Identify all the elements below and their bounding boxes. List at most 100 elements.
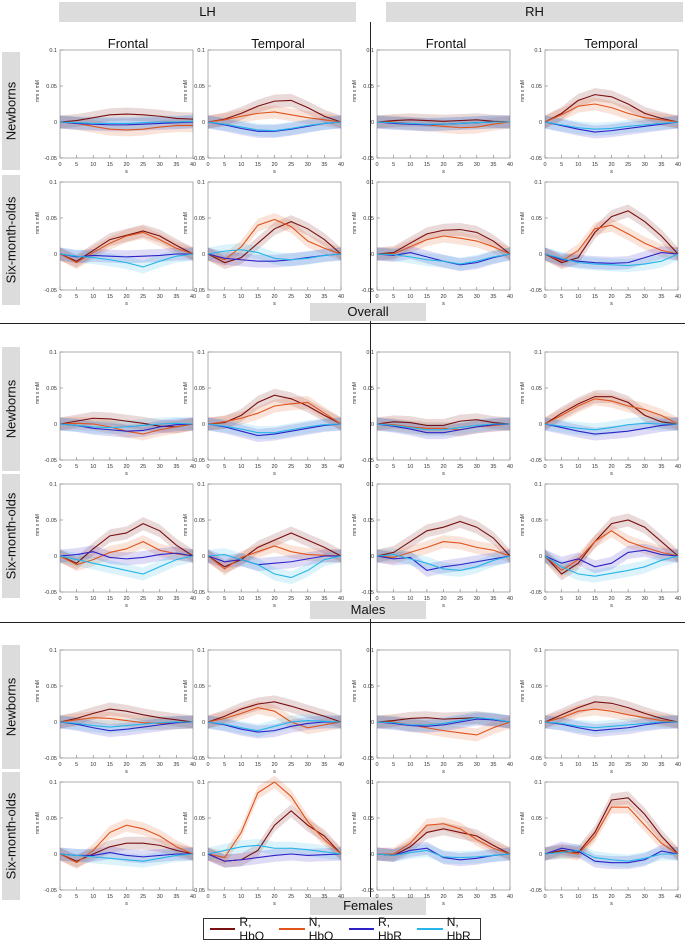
series-line: [544, 121, 679, 130]
error-band: [208, 93, 341, 129]
x-tick-label: 25: [457, 464, 463, 470]
y-tick-label: -0.05: [361, 590, 374, 596]
x-tick-label: 0: [543, 294, 546, 300]
error-band: [545, 791, 678, 861]
y-tick-label: 0.05: [46, 518, 57, 524]
x-tick-label: 15: [255, 464, 261, 470]
x-tick-label: 0: [375, 294, 378, 300]
series-line: [544, 701, 679, 723]
x-tick-label: 25: [140, 762, 146, 768]
error-band: [60, 247, 193, 264]
plot-frame: [59, 781, 194, 891]
y-axis-label: mm x mM: [520, 212, 526, 234]
y-tick-label: -0.05: [44, 590, 57, 596]
section-label-overall: Overall: [310, 303, 426, 321]
x-tick-label: 35: [490, 294, 496, 300]
x-tick-label: 5: [75, 464, 78, 470]
legend-item-n-hbo: N, HbO: [279, 915, 342, 943]
x-axis-label: s: [610, 603, 613, 609]
y-tick-label: 0: [202, 720, 205, 726]
x-axis-label: s: [125, 603, 128, 609]
x-tick-label: 30: [474, 894, 480, 900]
error-band: [60, 535, 193, 572]
x-tick-label: 20: [608, 762, 614, 768]
x-axis-label: s: [273, 301, 276, 307]
x-tick-label: 5: [75, 596, 78, 602]
x-tick-label: 15: [255, 162, 261, 168]
x-tick-label: 40: [507, 294, 513, 300]
y-axis-label: mm x mM: [183, 382, 189, 404]
legend-item-r-hbo: R, HbO: [210, 915, 273, 943]
error-band: [377, 247, 510, 271]
x-axis-label: s: [273, 901, 276, 907]
x-axis-label: s: [610, 471, 613, 477]
x-tick-label: 15: [107, 894, 113, 900]
y-tick-label: 0.05: [46, 684, 57, 690]
series-line: [544, 103, 679, 123]
x-tick-label: 15: [424, 596, 430, 602]
x-tick-label: 10: [238, 464, 244, 470]
series-line: [59, 231, 194, 264]
x-tick-label: 10: [407, 596, 413, 602]
x-axis-label: s: [442, 603, 445, 609]
x-tick-label: 40: [190, 294, 196, 300]
series-line: [59, 121, 193, 131]
x-tick-label: 15: [424, 464, 430, 470]
error-band: [545, 115, 678, 136]
y-tick-label: -0.05: [529, 156, 542, 162]
plot-frame: [59, 483, 194, 593]
y-axis-label: mm x mM: [352, 382, 358, 404]
x-tick-label: 35: [321, 762, 327, 768]
y-tick-label: -0.05: [192, 756, 205, 762]
x-tick-label: 15: [592, 294, 598, 300]
error-band: [60, 847, 193, 868]
x-axis-label: s: [442, 301, 445, 307]
y-tick-label: 0.1: [197, 648, 205, 654]
x-tick-label: 20: [271, 464, 277, 470]
y-tick-label: 0: [371, 554, 374, 560]
y-axis-label: mm x mM: [520, 812, 526, 834]
x-tick-label: 10: [238, 762, 244, 768]
x-tick-label: 5: [560, 894, 563, 900]
y-axis-label: mm x mM: [352, 680, 358, 702]
legend-label: R, HbO: [239, 915, 265, 943]
x-tick-label: 30: [642, 762, 648, 768]
y-tick-label: 0.1: [197, 180, 205, 186]
x-tick-label: 5: [560, 596, 563, 602]
x-tick-label: 25: [140, 294, 146, 300]
x-tick-label: 15: [424, 762, 430, 768]
y-tick-label: 0.1: [49, 180, 57, 186]
row-label-newborns-males: Newborns: [2, 347, 20, 471]
x-tick-label: 0: [58, 294, 61, 300]
y-tick-label: 0.05: [531, 84, 542, 90]
series-line: [59, 522, 194, 564]
x-tick-label: 15: [107, 162, 113, 168]
x-tick-label: 15: [592, 596, 598, 602]
x-axis-label: s: [610, 769, 613, 775]
error-band: [208, 417, 341, 442]
x-tick-label: 25: [288, 464, 294, 470]
x-tick-label: 35: [173, 162, 179, 168]
x-tick-label: 40: [675, 162, 681, 168]
y-tick-label: -0.05: [44, 288, 57, 294]
x-tick-label: 35: [658, 596, 664, 602]
x-tick-label: 25: [625, 596, 631, 602]
y-axis-label: mm x mM: [35, 80, 41, 102]
plot-frame: [544, 49, 679, 159]
error-band: [377, 711, 510, 729]
x-tick-label: 5: [223, 894, 226, 900]
x-tick-label: 40: [190, 596, 196, 602]
x-tick-label: 0: [375, 596, 378, 602]
y-tick-label: 0.1: [197, 350, 205, 356]
series-line: [544, 519, 679, 575]
y-tick-label: 0.1: [197, 780, 205, 786]
error-band: [60, 836, 193, 868]
error-band: [208, 388, 341, 431]
y-tick-label: 0: [202, 120, 205, 126]
error-band: [545, 695, 678, 729]
series-line: [376, 717, 511, 726]
